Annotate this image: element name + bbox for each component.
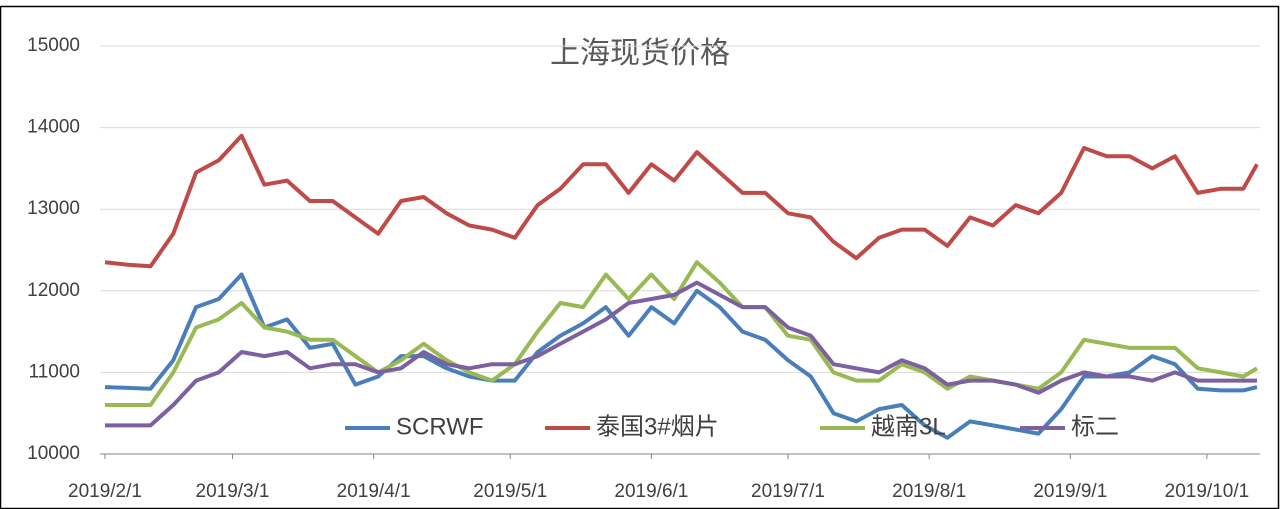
legend-label: 越南3L — [871, 413, 946, 440]
y-tick-label: 15000 — [27, 35, 80, 56]
x-tick-label: 2019/2/1 — [68, 481, 142, 502]
y-tick-label: 11000 — [29, 361, 80, 382]
series-line — [105, 280, 1257, 428]
x-tick-label: 2019/3/1 — [196, 481, 270, 502]
y-tick-label: 12000 — [27, 280, 80, 301]
x-tick-label: 2019/6/1 — [614, 481, 688, 502]
series-line — [104, 133, 1259, 269]
x-tick-label: 2019/7/1 — [751, 481, 825, 502]
legend-label: 标二 — [1071, 413, 1119, 440]
y-tick-label: 10000 — [27, 443, 80, 464]
legend-label: SCRWF — [396, 413, 484, 440]
x-tick-label: 2019/8/1 — [892, 481, 966, 502]
x-tick-label: 2019/4/1 — [337, 481, 411, 502]
chart-title: 上海现货价格 — [550, 37, 730, 70]
legend-label: 泰国3#烟片 — [596, 413, 719, 440]
y-tick-label: 13000 — [27, 198, 80, 219]
y-tick-label: 14000 — [27, 117, 80, 138]
x-tick-label: 2019/9/1 — [1033, 481, 1107, 502]
frame — [0, 5, 1280, 509]
x-tick-label: 2019/10/1 — [1165, 481, 1250, 502]
series-line — [105, 260, 1259, 407]
x-tick-label: 2019/5/1 — [473, 481, 547, 502]
